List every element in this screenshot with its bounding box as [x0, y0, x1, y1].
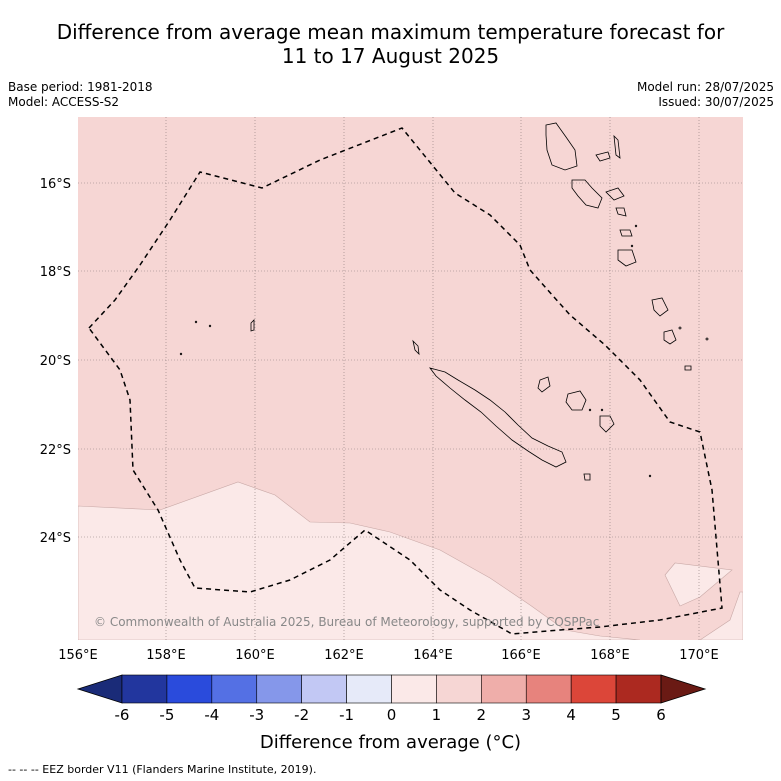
latitude-labels: 16°S 18°S 20°S 22°S 24°S: [40, 177, 71, 546]
grid-lines: [78, 117, 743, 640]
colorbar-tick-label: -1: [339, 706, 354, 724]
lon-label: 158°E: [146, 648, 186, 663]
base-period: Base period: 1981-2018: [8, 80, 153, 94]
colorbar-tick-label: -3: [249, 706, 264, 724]
lon-label: 166°E: [501, 648, 541, 663]
anomaly-zone-0-to-1: [78, 481, 641, 640]
isle-of-pines: [583, 473, 591, 481]
colorbar-segment: [481, 674, 527, 704]
colorbar-segment: [570, 674, 617, 704]
colorbar-tick-label: -6: [115, 706, 130, 724]
issued-date: Issued: 30/07/2025: [658, 95, 774, 109]
colorbar-tick-label: 5: [611, 706, 621, 724]
vanuatu-erromango: [617, 249, 637, 267]
title-line-1: Difference from average mean maximum tem…: [56, 20, 725, 44]
colorbar-tick-label: 1: [432, 706, 442, 724]
colorbar-tick-label: 2: [477, 706, 487, 724]
lat-label: 16°S: [40, 177, 71, 192]
colorbar-tick-labels: -6 -5 -4 -3 -2 -1 0 1 2 3 4 5 6: [115, 706, 666, 724]
colorbar-segment: [391, 674, 437, 704]
colorbar-segment: [166, 674, 213, 704]
lon-label: 164°E: [413, 648, 453, 663]
colorbar-tick-label: 4: [566, 706, 576, 724]
colorbar-segment: [615, 674, 662, 704]
model-run: Model run: 28/07/2025: [636, 80, 774, 94]
lat-label: 18°S: [40, 265, 71, 280]
loyalty-walpole-hunter: [651, 297, 669, 317]
colorbar: -6 -5 -4 -3 -2 -1 0 1 2 3 4 5 6: [76, 674, 707, 724]
colorbar-tick-label: -2: [294, 706, 309, 724]
colorbar-segments: [121, 674, 662, 704]
colorbar-tick-label: 0: [387, 706, 397, 724]
copyright-notice: © Commonwealth of Australia 2025, Bureau…: [94, 615, 599, 629]
new-caledonia-main-island: [428, 367, 567, 468]
title-line-2: 11 to 17 August 2025: [281, 44, 500, 68]
lon-label: 160°E: [235, 648, 275, 663]
lon-label: 162°E: [324, 648, 364, 663]
meta-right: Model run: 28/07/2025 Issued: 30/07/2025: [637, 80, 774, 110]
vanuatu-banks: [595, 151, 611, 162]
vanuatu-malakula: [571, 179, 603, 209]
vanuatu-efate: [619, 229, 633, 237]
colorbar-under-arrow: [76, 674, 123, 704]
colorbar-segment: [301, 674, 347, 704]
matthew-islands: [663, 329, 677, 345]
loyalty-island-ouvea: [537, 376, 551, 393]
colorbar-tick-label: -5: [159, 706, 174, 724]
vanuatu-epi: [615, 207, 627, 217]
colorbar-tick-label: -4: [204, 706, 219, 724]
colorbar-label: Difference from average (°C): [259, 732, 522, 753]
colorbar-tick-label: 3: [521, 706, 531, 724]
anomaly-zone-0-to-1-east: [664, 562, 733, 607]
anomaly-zone-0-to-1-corner: [699, 591, 743, 640]
vanuatu-maewo: [613, 134, 621, 159]
lat-label: 22°S: [40, 443, 71, 458]
eez-border: [88, 127, 723, 635]
colorbar-segment: [256, 674, 302, 704]
vanuatu-espiritu-santo: [545, 122, 578, 171]
colorbar-over-arrow: [660, 674, 707, 704]
lon-label: 170°E: [679, 648, 719, 663]
loyalty-island-lifou: [565, 390, 587, 411]
lat-label: 20°S: [40, 354, 71, 369]
colorbar-segment: [525, 674, 572, 704]
colorbar-segment: [211, 674, 258, 704]
hunter-island: [684, 365, 692, 371]
meta-left: Base period: 1981-2018 Model: ACCESS-S2: [8, 80, 153, 110]
vanuatu-ambrym: [605, 187, 625, 201]
longitude-labels: 156°E 158°E 160°E 162°E 164°E 166°E 168°…: [58, 648, 719, 663]
lon-label: 168°E: [590, 648, 630, 663]
islands: [179, 122, 709, 481]
loyalty-island-mare: [599, 415, 615, 433]
lat-label: 24°S: [40, 531, 71, 546]
chart-title: Difference from average mean maximum tem…: [0, 20, 781, 68]
colorbar-segment: [121, 674, 168, 704]
model-name: Model: ACCESS-S2: [8, 95, 120, 109]
eez-footnote: -- -- -- EEZ border V11 (Flanders Marine…: [8, 763, 317, 776]
lon-label: 156°E: [58, 648, 98, 663]
colorbar-segment: [436, 674, 482, 704]
chesterfield-islands: [250, 319, 255, 332]
colorbar-tick-label: 6: [656, 706, 666, 724]
belep-islands: [412, 339, 420, 356]
colorbar-segment: [346, 674, 392, 704]
